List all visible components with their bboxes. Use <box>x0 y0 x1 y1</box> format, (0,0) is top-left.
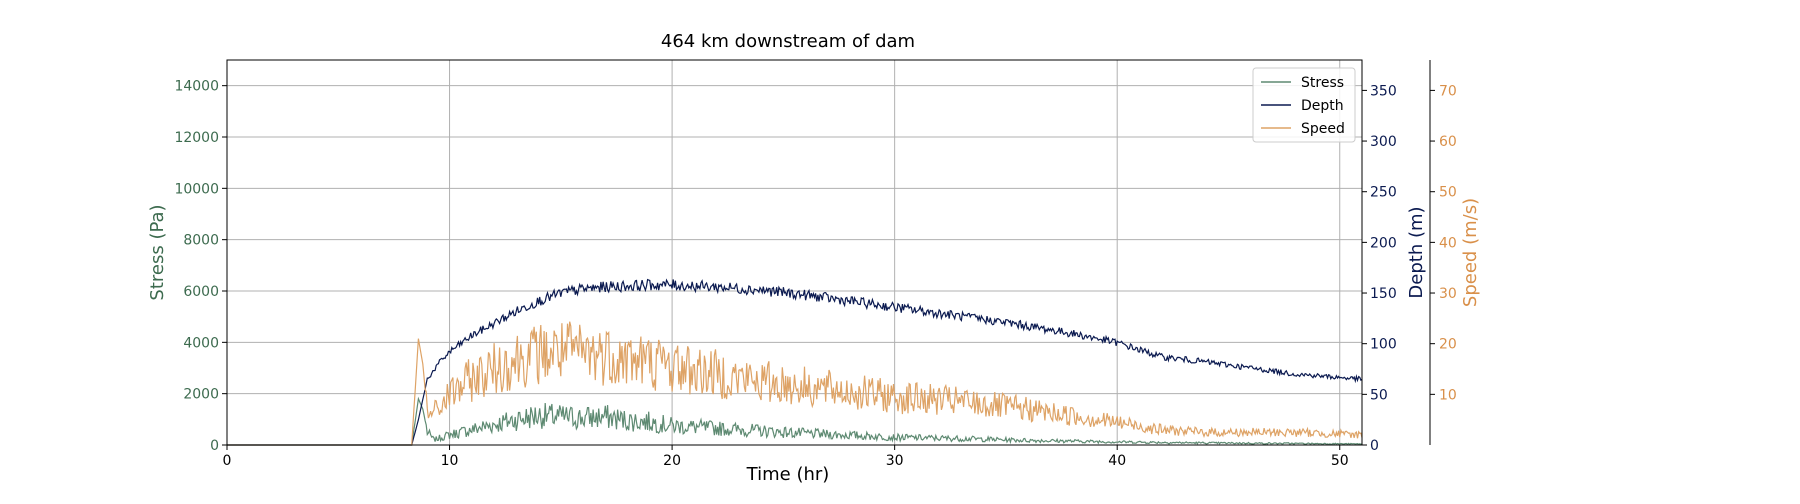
stress-tick-label: 12000 <box>174 130 219 146</box>
grid <box>226 60 1362 446</box>
stress-tick-label: 6000 <box>183 284 219 300</box>
legend-label-depth: Depth <box>1301 98 1344 114</box>
depth-tick-label: 150 <box>1370 286 1397 302</box>
speed-tick-label: 50 <box>1439 185 1457 201</box>
x-tick-label: 20 <box>663 453 681 469</box>
x-tick-label: 0 <box>223 453 232 469</box>
series-line-speed <box>227 321 1363 446</box>
depth-tick-label: 200 <box>1370 235 1397 251</box>
x-tick-label: 10 <box>441 453 459 469</box>
depth-tick-label: 100 <box>1370 337 1397 353</box>
axes: 0 10 20 30 40 5002000400060008000100001200014… <box>174 59 1457 469</box>
chart-title: 464 km downstream of dam <box>661 31 915 52</box>
stress-axis-label: Stress (Pa) <box>147 204 168 300</box>
speed-tick-label: 70 <box>1439 83 1457 99</box>
stress-tick-label: 10000 <box>174 181 219 197</box>
stress-tick-label: 14000 <box>174 79 219 95</box>
plot-frame <box>226 59 1363 446</box>
stress-tick-label: 0 <box>210 438 219 454</box>
speed-tick-label: 40 <box>1439 235 1457 251</box>
depth-axis-label: Depth (m) <box>1406 206 1427 298</box>
stress-tick-label: 2000 <box>183 387 219 403</box>
plot-area <box>227 278 1363 446</box>
x-tick-label: 40 <box>1108 453 1126 469</box>
legend-box <box>1252 67 1356 143</box>
x-tick-label: 30 <box>886 453 904 469</box>
speed-axis-label: Speed (m/s) <box>1460 198 1481 307</box>
speed-tick-label: 60 <box>1439 134 1457 150</box>
legend-label-stress: Stress <box>1301 75 1344 91</box>
speed-tick-label: 10 <box>1439 387 1457 403</box>
x-tick-label: 50 <box>1331 453 1349 469</box>
depth-tick-label: 350 <box>1370 83 1397 99</box>
depth-tick-label: 50 <box>1370 387 1388 403</box>
depth-tick-label: 250 <box>1370 185 1397 201</box>
depth-tick-label: 300 <box>1370 134 1397 150</box>
series-line-depth <box>227 278 1363 446</box>
depth-tick-label: 0 <box>1370 438 1379 454</box>
legend: Stress Depth Speed <box>1252 67 1356 143</box>
stress-tick-label: 8000 <box>183 233 219 249</box>
speed-tick-label: 30 <box>1439 286 1457 302</box>
x-axis-label: Time (hr) <box>746 464 830 485</box>
speed-tick-label: 20 <box>1439 337 1457 353</box>
series-line-stress <box>227 396 1363 446</box>
stress-tick-label: 4000 <box>183 335 219 351</box>
legend-label-speed: Speed <box>1301 121 1345 137</box>
